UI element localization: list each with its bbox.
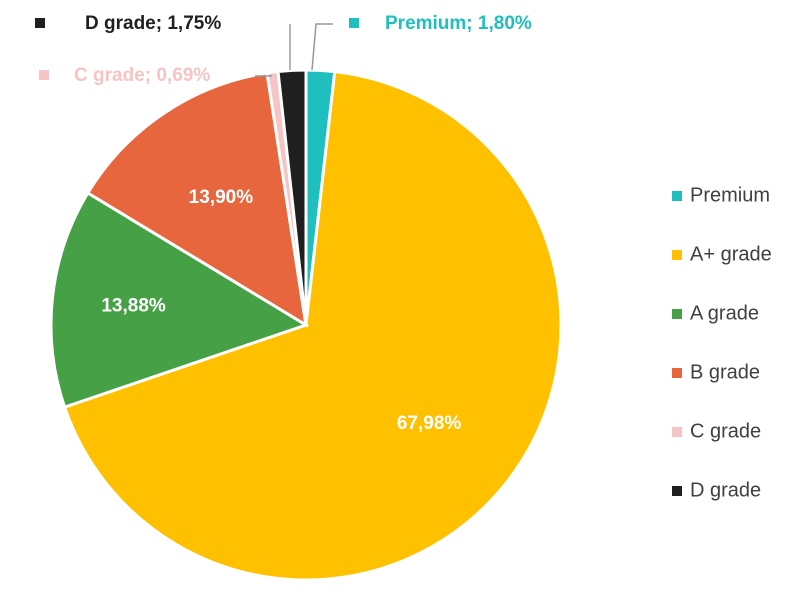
pie-slice-b-grade <box>85 71 308 328</box>
outside-label-marker-c-grade <box>39 70 49 80</box>
outside-label-marker-premium <box>349 18 359 28</box>
pie-slice-d-grade <box>276 68 308 326</box>
legend-swatch-b-grade <box>672 368 682 378</box>
legend-label-c-grade: C grade <box>690 420 761 442</box>
legend-swatch-a-grade <box>672 309 682 319</box>
outside-label-marker-d-grade <box>35 18 45 28</box>
data-label-b-grade: 13,90% <box>189 187 254 208</box>
legend-label-d-grade: D grade <box>690 479 761 501</box>
legend-swatch-c-grade <box>672 427 682 437</box>
legend-label-premium: Premium <box>690 184 770 206</box>
legend-label-a-plus-grade: A+ grade <box>690 243 772 265</box>
legend-label-b-grade: B grade <box>690 361 760 383</box>
leader-lines <box>255 23 333 77</box>
outside-label-premium: Premium; 1,80% <box>385 13 532 34</box>
pie-slice-a-grade <box>49 190 310 410</box>
legend-label-a-grade: A grade <box>690 302 759 324</box>
pie-slice-a-plus-grade <box>62 69 563 582</box>
data-label-a-plus-grade: 67,98% <box>397 413 462 434</box>
chart-legend: Premium A+ grade A grade B grade C grade D gr… <box>672 184 772 501</box>
outside-label-d-grade: D grade; 1,75% <box>85 13 221 34</box>
pie-slices <box>49 68 563 582</box>
inside-data-labels: 67,98% 13,88% 13,90% <box>101 187 461 434</box>
legend-swatch-a-plus-grade <box>672 250 682 260</box>
leader-line-premium <box>311 23 333 71</box>
legend-swatch-d-grade <box>672 486 682 496</box>
outside-data-labels: D grade; 1,75% Premium; 1,80% C grade; 0,6… <box>35 13 532 86</box>
data-label-a-grade: 13,88% <box>101 295 166 316</box>
legend-swatch-premium <box>672 191 682 201</box>
outside-label-c-grade: C grade; 0,69% <box>74 65 210 86</box>
